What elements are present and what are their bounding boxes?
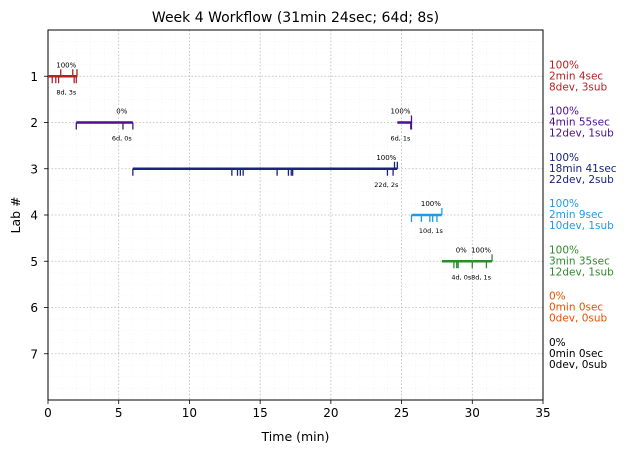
lab-7-summary-line: 0% — [549, 337, 566, 349]
segment-count-label: 4d, 0s — [451, 273, 472, 281]
x-tick-label: 10 — [182, 406, 197, 420]
segment-percent-label: 100% — [56, 61, 76, 69]
lab-1-summary-line: 8dev, 3sub — [549, 81, 608, 93]
x-axis-label: Time (min) — [261, 429, 330, 444]
lab-3-summary-line: 22dev, 2sub — [549, 174, 614, 186]
segment-count-label: 22d, 2s — [374, 181, 399, 189]
x-tick-label: 20 — [323, 406, 338, 420]
lab-7-summary-line: 0dev, 0sub — [549, 359, 608, 371]
lab-6-summary-line: 0min 0sec — [549, 302, 603, 314]
x-tick-label: 15 — [253, 406, 268, 420]
lab-4-summary-line: 2min 9sec — [549, 209, 603, 221]
y-tick-label: 1 — [30, 70, 38, 84]
segment-percent-label: 100% — [376, 154, 396, 162]
y-tick-label: 2 — [30, 116, 38, 130]
chart-title: Week 4 Workflow (31min 24sec; 64d; 8s) — [152, 10, 439, 26]
y-tick-label: 7 — [30, 347, 38, 361]
x-tick-label: 5 — [115, 406, 123, 420]
lab-2-summary-line: 12dev, 1sub — [549, 128, 614, 140]
lab-5-summary-line: 100% — [549, 244, 579, 256]
segment-percent-label: 100% — [421, 200, 441, 208]
lab-4-summary-line: 100% — [549, 198, 579, 210]
y-tick-label: 4 — [30, 209, 38, 223]
y-tick-label: 5 — [30, 255, 38, 269]
segment-percent-label: 100% — [390, 108, 410, 116]
segment-count-label: 6d, 0s — [112, 135, 133, 143]
lab-6-summary-line: 0dev, 0sub — [549, 313, 608, 325]
lab-7-summary-line: 0min 0sec — [549, 348, 603, 360]
x-tick-label: 0 — [44, 406, 52, 420]
lab-3-summary-line: 18min 41sec — [549, 163, 617, 175]
x-tick-label: 30 — [465, 406, 480, 420]
segment-percent-label: 0% — [456, 246, 467, 254]
lab-3-summary-line: 100% — [549, 152, 579, 164]
lab-5-summary-line: 12dev, 1sub — [549, 266, 614, 278]
x-tick-label: 35 — [535, 406, 550, 420]
segment-count-label: 8d, 1s — [471, 273, 492, 281]
lab-2-summary-line: 100% — [549, 106, 579, 118]
segment-percent-label: 0% — [116, 108, 127, 116]
segment-count-label: 10d, 1s — [419, 227, 444, 235]
lab-2-summary-line: 4min 55sec — [549, 117, 610, 129]
lab-5-summary-line: 3min 35sec — [549, 255, 610, 267]
lab-1-summary-line: 100% — [549, 59, 579, 71]
segment-percent-label: 100% — [471, 246, 491, 254]
x-tick-label: 25 — [394, 406, 409, 420]
lab-4-summary-line: 10dev, 1sub — [549, 220, 614, 232]
lab-6-summary-line: 0% — [549, 291, 566, 303]
y-axis-label: Lab # — [8, 196, 23, 233]
y-tick-label: 6 — [30, 301, 38, 315]
segment-count-label: 8d, 3s — [56, 88, 77, 96]
segment-count-label: 6d, 1s — [391, 135, 412, 143]
y-tick-label: 3 — [30, 162, 38, 176]
lab-1-summary-line: 2min 4sec — [549, 70, 603, 82]
